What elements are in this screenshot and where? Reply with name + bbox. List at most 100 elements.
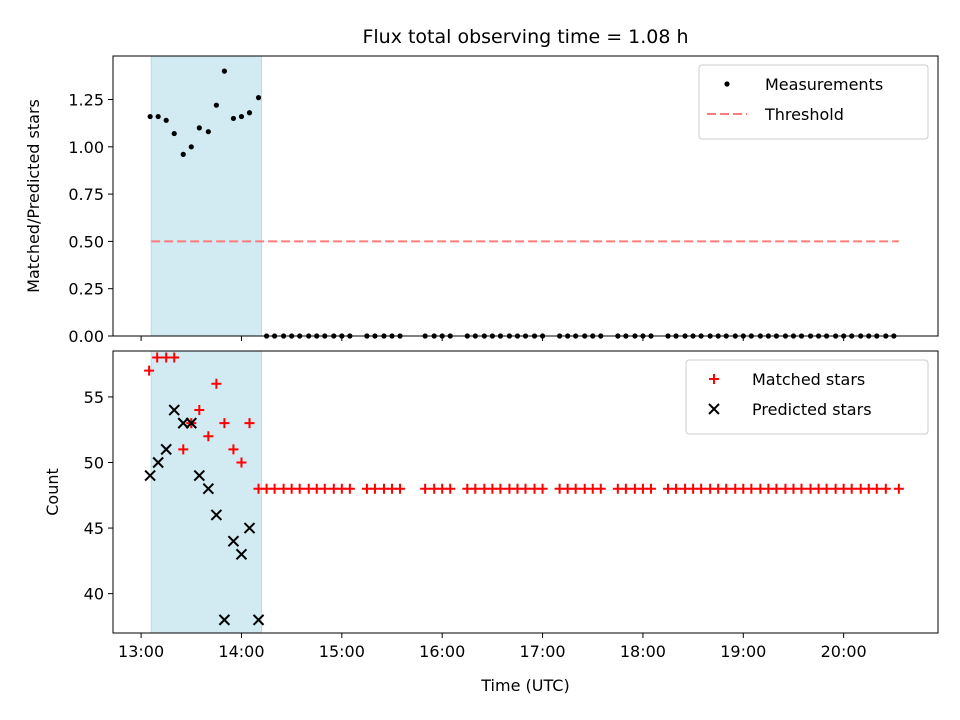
data-point (721, 483, 732, 494)
x-tick-label: 18:00 (620, 642, 666, 661)
data-point (255, 95, 262, 101)
series-measurements (147, 68, 897, 339)
data-point (144, 365, 155, 376)
data-point (205, 129, 211, 135)
x-tick-label: 20:00 (821, 642, 867, 661)
data-point (846, 483, 857, 494)
data-point (230, 115, 237, 122)
data-point (520, 483, 531, 494)
data-point (893, 483, 904, 494)
legend-box (698, 64, 929, 140)
data-point (227, 535, 240, 547)
data-point (620, 483, 631, 494)
data-point (152, 456, 164, 469)
legend: Matched stars Predicted stars (685, 359, 929, 435)
data-point (169, 352, 180, 363)
data-point (178, 444, 189, 455)
data-point (880, 483, 891, 494)
x-tick-label: 17:00 (520, 642, 566, 661)
x-tick-label: 14:00 (218, 642, 264, 661)
data-point (821, 483, 832, 494)
data-point (211, 378, 222, 389)
data-point (219, 418, 230, 429)
legend-box (685, 359, 929, 435)
x-tick-label: 15:00 (319, 642, 365, 661)
legend-swatch (708, 403, 720, 415)
legend-label: Threshold (764, 105, 844, 124)
data-point (645, 483, 656, 494)
data-point (420, 483, 431, 494)
data-point (171, 130, 177, 137)
y-tick-label: 45 (84, 519, 104, 538)
data-point (294, 483, 305, 494)
data-point (213, 102, 219, 108)
data-point (369, 483, 380, 494)
data-point (395, 483, 406, 494)
data-point (196, 125, 202, 131)
data-point (495, 483, 506, 494)
legend-swatch (724, 81, 730, 87)
legend: Measurements Threshold (698, 64, 929, 140)
data-point (144, 469, 156, 482)
panel-counts: 40 45 50 55 13:00 14:00 15:00 16:00 17:00 18:00 19… (84, 350, 939, 661)
data-point (185, 417, 197, 429)
shaded-span (150, 55, 263, 337)
x-tick-label: 19:00 (720, 642, 766, 661)
data-point (163, 117, 169, 123)
data-point (218, 614, 231, 626)
y-tick-label: 55 (84, 388, 104, 407)
legend-label: Predicted stars (752, 400, 872, 419)
data-point (155, 113, 161, 120)
data-point (188, 144, 194, 150)
y-tick-label: 50 (84, 453, 104, 472)
data-point (210, 509, 223, 521)
data-point (570, 483, 581, 494)
y-tick-label: 0.00 (68, 327, 104, 346)
legend-label: Measurements (765, 75, 883, 94)
x-tick-label: 13:00 (118, 642, 164, 661)
chart-title: Flux total observing time = 1.08 h (362, 26, 688, 48)
series-predicted-stars (144, 404, 265, 626)
data-point (319, 483, 330, 494)
data-point (168, 404, 180, 416)
data-point (235, 548, 248, 561)
data-point (238, 113, 245, 120)
data-point (236, 457, 247, 468)
data-point (344, 483, 355, 494)
data-point (221, 68, 228, 74)
data-point (595, 483, 606, 494)
y-tick-label: 40 (84, 585, 104, 604)
data-point (269, 483, 280, 494)
legend-swatch (709, 374, 719, 384)
data-point (246, 110, 253, 116)
data-point (470, 483, 481, 494)
x-tick-label: 16:00 (419, 642, 465, 661)
data-point (244, 418, 255, 429)
data-point (445, 483, 456, 494)
plot-frame (112, 350, 939, 634)
data-point (252, 614, 265, 626)
data-point (746, 483, 757, 494)
data-point (771, 483, 782, 494)
data-point (243, 522, 256, 534)
y-tick-label: 1.00 (68, 138, 104, 157)
legend-label: Matched stars (752, 370, 865, 389)
y-tick-label: 0.75 (68, 185, 104, 204)
y-axis-label-ratio: Matched/Predicted stars (24, 99, 43, 293)
data-point (228, 444, 239, 455)
y-tick-label: 0.25 (68, 280, 104, 299)
y-tick-label: 0.50 (68, 232, 104, 251)
data-point (696, 483, 707, 494)
data-point (796, 483, 807, 494)
x-axis-label: Time (UTC) (480, 676, 569, 695)
data-point (671, 483, 682, 494)
data-point (194, 405, 205, 416)
y-axis-label-count: Count (43, 468, 62, 516)
y-tick-label: 1.25 (68, 91, 104, 110)
data-point (160, 443, 172, 456)
data-point (180, 151, 186, 157)
plot-frame (112, 55, 939, 337)
data-point (537, 483, 548, 494)
data-point (193, 469, 206, 482)
